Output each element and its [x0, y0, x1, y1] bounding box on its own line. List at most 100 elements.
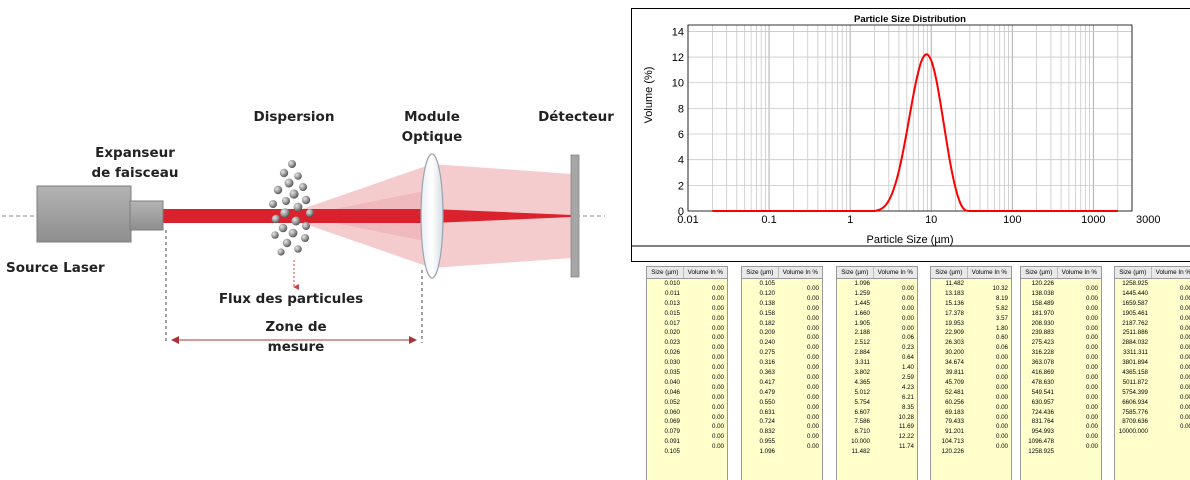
x-tick-label: 0.01 [677, 214, 698, 226]
laser-beam [160, 209, 432, 223]
particle [282, 197, 290, 205]
volume-cell: 0.00 [1179, 285, 1190, 292]
label-detecteur: Détecteur [538, 109, 614, 125]
volume-cell: 2.59 [901, 374, 914, 382]
volume-cell: 0.00 [901, 324, 914, 332]
volume-cell: 0.00 [711, 383, 724, 391]
size-cell: 104.713 [941, 438, 964, 446]
size-cell: 0.138 [759, 299, 775, 307]
particle [302, 222, 310, 230]
x-tick-label: 100 [1003, 214, 1021, 226]
table-row: 2.188 0.06 [837, 328, 917, 341]
size-cell: 120.226 [1031, 280, 1054, 287]
y-tick-label: 10 [672, 78, 684, 90]
volume-cell: 0.00 [806, 304, 819, 312]
table-row: 8709.636 0.00 [1115, 417, 1190, 430]
table-row: 5.754 8.35 [837, 398, 917, 411]
table-row: 0.182 0.00 [742, 319, 822, 332]
volume-cell: 0.00 [1179, 294, 1190, 302]
focused-beam [432, 209, 572, 223]
table-header: Size (µm) Volume In % [931, 267, 1011, 279]
size-cell: 17.378 [945, 309, 964, 317]
table-row: 3.802 2.59 [837, 368, 917, 381]
header-size: Size (µm) [742, 267, 779, 278]
volume-cell: 0.00 [711, 374, 724, 382]
table-row: 2.512 0.23 [837, 338, 917, 351]
volume-cell: 0.00 [1179, 413, 1190, 421]
table-row: 1096.478 0.00 [1021, 437, 1101, 450]
table-row: 1.905 0.00 [837, 319, 917, 332]
table-row: 5.012 6.21 [837, 388, 917, 401]
table-row: 363.078 0.00 [1021, 358, 1101, 371]
header-volume: Volume In % [971, 269, 1007, 276]
table-row: 138.038 0.00 [1021, 289, 1101, 302]
particle [271, 214, 281, 224]
label-module-line2: Optique [402, 129, 463, 145]
particle [273, 185, 283, 195]
volume-cell: 0.00 [1085, 294, 1098, 302]
table-row: 0.417 0.00 [742, 378, 822, 391]
size-cell: 0.209 [759, 329, 775, 337]
size-cell: 208.930 [1031, 319, 1054, 327]
table-row: 0.832 0.00 [742, 427, 822, 440]
volume-cell: 0.00 [1085, 403, 1098, 411]
size-cell: 0.060 [664, 408, 680, 416]
particle [288, 228, 298, 238]
size-cell: 5754.399 [1122, 388, 1148, 396]
table-row: 275.423 0.00 [1021, 338, 1101, 351]
table-row: 6.607 10.28 [837, 408, 917, 421]
size-cell: 416.869 [1031, 369, 1054, 377]
size-cell: 0.158 [759, 309, 775, 317]
table-row: 120.226 [931, 447, 1011, 457]
header-volume: Volume In % [1061, 269, 1097, 276]
size-cell: 22.909 [945, 329, 964, 337]
volume-cell: 0.00 [1085, 443, 1098, 451]
table-row: 2187.762 0.00 [1115, 319, 1190, 332]
volume-cell: 0.00 [1085, 304, 1098, 312]
table-row: 1445.440 0.00 [1115, 289, 1190, 302]
table-row: 1.660 0.00 [837, 309, 917, 322]
table-row: 5011.872 0.00 [1115, 378, 1190, 391]
table-row: 1.445 0.00 [837, 299, 917, 312]
volume-cell [683, 452, 727, 462]
volume-cell: 0.00 [995, 383, 1008, 391]
volume-cell: 0.00 [806, 344, 819, 352]
laser-diffraction-diagram: Expanseur de faisceau Dispersion Module … [2, 109, 614, 355]
size-cell: 0.724 [759, 418, 775, 426]
size-cell: 1.259 [854, 289, 870, 297]
table-row: 0.060 0.00 [647, 408, 727, 421]
size-cell: 91.201 [945, 428, 964, 436]
size-cell: 0.275 [759, 349, 775, 357]
table-row: 2511.886 0.00 [1115, 328, 1190, 341]
particle [284, 178, 294, 188]
size-cell: 0.069 [664, 418, 680, 426]
volume-cell [1057, 452, 1101, 462]
table-row: 60.256 0.00 [931, 398, 1011, 411]
label-zone-line2: mesure [268, 339, 325, 355]
table-row: 2884.032 0.00 [1115, 338, 1190, 351]
size-cell: 2884.032 [1122, 339, 1148, 347]
size-cell: 0.240 [759, 339, 775, 347]
size-cell: 11.482 [851, 448, 870, 456]
particle [280, 208, 290, 218]
table-row: 30.200 0.00 [931, 348, 1011, 361]
volume-cell: 0.00 [1179, 364, 1190, 372]
size-cell: 0.182 [759, 319, 775, 327]
volume-cell: 0.06 [995, 344, 1008, 352]
table-row: 6606.934 0.00 [1115, 398, 1190, 411]
volume-cell: 0.00 [806, 334, 819, 342]
header-size: Size (µm) [647, 267, 684, 278]
size-cell: 7585.776 [1122, 408, 1148, 416]
y-tick-label: 12 [672, 52, 684, 64]
particle [294, 172, 302, 180]
size-cell: 8.710 [854, 428, 870, 436]
volume-cell: 0.00 [711, 324, 724, 332]
table-row: 7.586 11.69 [837, 417, 917, 430]
table-row: 39.811 0.00 [931, 368, 1011, 381]
volume-cell: 0.00 [995, 413, 1008, 421]
table-row: 22.909 0.60 [931, 328, 1011, 341]
table-row: 15.136 5.82 [931, 299, 1011, 312]
size-cell: 6606.934 [1122, 398, 1148, 406]
size-cell: 34.674 [945, 359, 964, 367]
table-row: 0.035 0.00 [647, 368, 727, 381]
